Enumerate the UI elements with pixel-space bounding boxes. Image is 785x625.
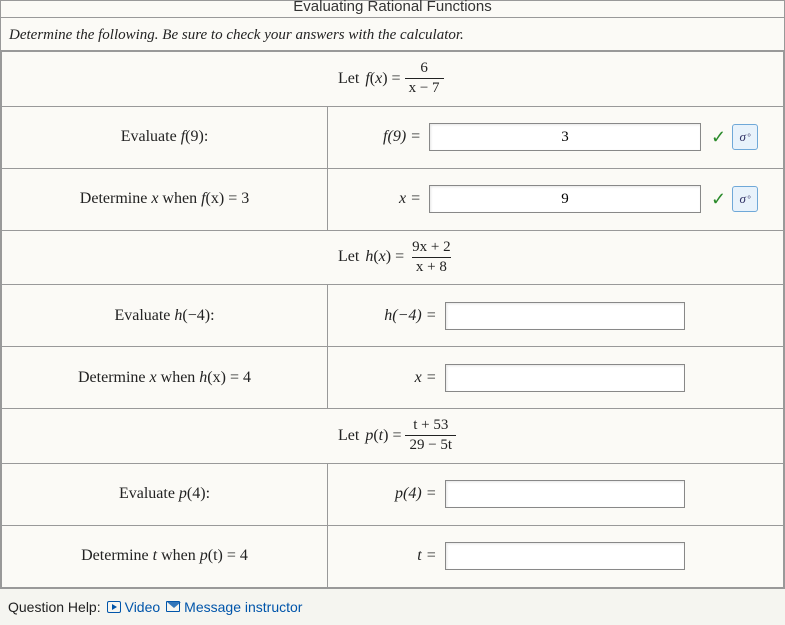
formula-button[interactable]: σ° <box>732 124 758 150</box>
prompt-r2: Determine x when f(x) = 3 <box>2 168 328 230</box>
prompt-r6: Determine t when p(t) = 4 <box>2 525 328 587</box>
definition-h: Let h (x) = 9x + 2 x + 8 <box>2 230 784 285</box>
answer-label: h(−4) = <box>365 307 437 325</box>
answer-input-r4[interactable] <box>445 364 685 392</box>
answer-r2: x = ✓ σ° <box>328 168 784 230</box>
answer-r5: p(4) = <box>328 463 784 525</box>
numerator: t + 53 <box>409 417 452 435</box>
video-icon <box>107 601 121 613</box>
answer-label: f(9) = <box>349 128 421 146</box>
video-text: Video <box>125 599 161 615</box>
numerator: 6 <box>416 60 432 78</box>
fn-name: h <box>365 248 373 266</box>
fn-arg: x <box>375 70 382 88</box>
denominator: 29 − 5t <box>405 435 456 454</box>
worksheet-container: Evaluating Rational Functions Determine … <box>0 0 785 589</box>
let-text: Let <box>338 70 359 88</box>
denominator: x − 7 <box>405 78 444 97</box>
formula-button[interactable]: σ° <box>732 186 758 212</box>
answer-r4: x = <box>328 347 784 409</box>
fraction: 6 x − 7 <box>405 60 444 98</box>
mail-icon <box>166 601 180 612</box>
check-icon: ✓ <box>711 189 726 210</box>
prompt-r1: Evaluate f(9): <box>2 106 328 168</box>
answer-input-r3[interactable] <box>445 302 685 330</box>
fn-name: p <box>365 427 373 445</box>
help-row: Question Help: Video Message instructor <box>0 589 785 625</box>
questions-table: Let f (x) = 6 x − 7 Evaluate f(9): f(9) … <box>1 51 784 588</box>
fn-arg: x <box>379 248 386 266</box>
fraction: t + 53 29 − 5t <box>405 417 456 455</box>
check-icon: ✓ <box>711 127 726 148</box>
video-link[interactable]: Video <box>107 599 161 615</box>
answer-r6: t = <box>328 525 784 587</box>
message-text: Message instructor <box>184 599 302 615</box>
let-text: Let <box>338 248 359 266</box>
message-link[interactable]: Message instructor <box>166 599 302 615</box>
answer-r3: h(−4) = <box>328 285 784 347</box>
answer-label: x = <box>365 369 437 387</box>
prompt-r5: Evaluate p(4): <box>2 463 328 525</box>
fraction: 9x + 2 x + 8 <box>408 239 454 277</box>
denominator: x + 8 <box>412 257 451 276</box>
answer-label: t = <box>365 547 437 565</box>
prompt-r3: Evaluate h(−4): <box>2 285 328 347</box>
answer-input-r1[interactable] <box>429 123 701 151</box>
page-title: Evaluating Rational Functions <box>1 0 784 18</box>
answer-label: p(4) = <box>365 485 437 503</box>
answer-label: x = <box>349 190 421 208</box>
let-text: Let <box>338 427 359 445</box>
help-label: Question Help: <box>8 599 101 615</box>
instruction-text: Determine the following. Be sure to chec… <box>1 21 784 51</box>
definition-f: Let f (x) = 6 x − 7 <box>2 52 784 107</box>
numerator: 9x + 2 <box>408 239 454 257</box>
prompt-r4: Determine x when h(x) = 4 <box>2 347 328 409</box>
answer-input-r2[interactable] <box>429 185 701 213</box>
answer-input-r5[interactable] <box>445 480 685 508</box>
definition-p: Let p (t) = t + 53 29 − 5t <box>2 409 784 464</box>
answer-r1: f(9) = ✓ σ° <box>328 106 784 168</box>
answer-input-r6[interactable] <box>445 542 685 570</box>
